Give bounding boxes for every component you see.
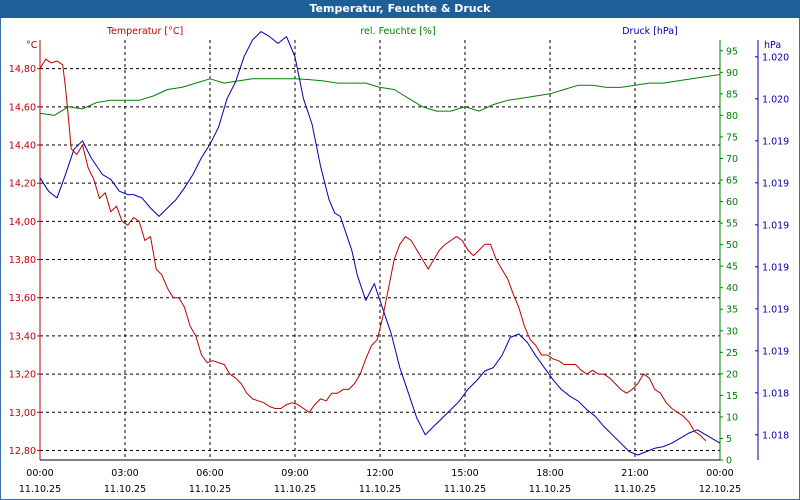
- date-tick-label: 11.10.25: [444, 484, 486, 495]
- humidity-tick-label: 75: [726, 132, 738, 143]
- pressure-tick-label: 1.019: [762, 178, 789, 189]
- temperature-tick-label: 14,80: [9, 64, 36, 75]
- humidity-tick-label: 0: [726, 456, 732, 467]
- temperature-tick-label: 13,60: [9, 293, 36, 304]
- pressure-tick-label: 1.020: [762, 52, 789, 63]
- date-tick-label: 11.10.25: [274, 484, 316, 495]
- humidity-tick-label: 80: [726, 111, 738, 122]
- temperature-unit-label: °C: [26, 40, 38, 51]
- humidity-tick-label: 90: [726, 68, 738, 79]
- time-tick-label: 00:00: [26, 468, 53, 479]
- chart-title: Temperatur, Feuchte & Druck: [0, 0, 800, 18]
- date-tick-label: 11.10.25: [189, 484, 231, 495]
- humidity-tick-label: 30: [726, 326, 738, 337]
- humidity-tick-label: 60: [726, 197, 738, 208]
- humidity-tick-labels: 0 5 10 15 20 25 30 35 40 45 50 55 60 65 70 75 80 85 90 95: [720, 46, 738, 467]
- temperature-series-label: Temperatur [°C]: [106, 26, 183, 37]
- humidity-tick-label: 45: [726, 262, 738, 273]
- humidity-tick-label: 50: [726, 240, 738, 251]
- humidity-tick-label: 25: [726, 348, 738, 359]
- time-tick-label: 03:00: [111, 468, 138, 479]
- humidity-tick-label: 35: [726, 305, 738, 316]
- pressure-tick-label: 1.019: [762, 136, 789, 147]
- pressure-tick-label: 1.019: [762, 346, 789, 357]
- time-tick-label: 06:00: [196, 468, 223, 479]
- date-tick-label: 11.10.25: [529, 484, 571, 495]
- temperature-tick-label: 13,00: [9, 408, 36, 419]
- temperature-tick-label: 13,20: [9, 370, 36, 381]
- pressure-series-label: Druck [hPa]: [622, 26, 678, 37]
- temperature-tick-label: 14,20: [9, 179, 36, 190]
- time-tick-label: 00:00: [706, 468, 733, 479]
- humidity-tick-label: 95: [726, 46, 738, 57]
- pressure-tick-label: 1.018: [762, 430, 789, 441]
- humidity-series-line: [39, 74, 721, 116]
- temperature-tick-labels: 12,80 13,00 13,20 13,40 13,60 13,80 14,00 14,20…: [9, 64, 40, 457]
- temperature-tick-label: 14,40: [9, 141, 36, 152]
- humidity-tick-label: 40: [726, 283, 738, 294]
- humidity-tick-label: 20: [726, 369, 738, 380]
- date-tick-label: 11.10.25: [19, 484, 61, 495]
- temperature-tick-label: 13,80: [9, 255, 36, 266]
- axes: [39, 40, 759, 461]
- temperature-tick-label: 14,60: [9, 102, 36, 113]
- pressure-unit-label: hPa: [764, 40, 781, 51]
- pressure-tick-label: 1.020: [762, 94, 789, 105]
- temperature-tick-label: 13,40: [9, 331, 36, 342]
- date-tick-label: 11.10.25: [104, 484, 146, 495]
- time-tick-label: 18:00: [536, 468, 563, 479]
- humidity-tick-label: 85: [726, 89, 738, 100]
- time-tick-label: 15:00: [451, 468, 478, 479]
- pressure-tick-label: 1.019: [762, 304, 789, 315]
- date-tick-label: 12.10.25: [699, 484, 741, 495]
- temperature-series-line: [39, 58, 707, 442]
- time-tick-label: 09:00: [281, 468, 308, 479]
- humidity-series-label: rel. Feuchte [%]: [360, 26, 435, 37]
- temperature-tick-label: 14,00: [9, 217, 36, 228]
- humidity-tick-label: 15: [726, 391, 738, 402]
- time-tick-label: 21:00: [621, 468, 648, 479]
- series: [39, 31, 721, 456]
- pressure-series-line: [39, 31, 721, 456]
- humidity-tick-label: 5: [726, 434, 732, 445]
- humidity-tick-label: 10: [726, 412, 738, 423]
- grid: [40, 40, 720, 460]
- pressure-tick-label: 1.019: [762, 220, 789, 231]
- pressure-tick-label: 1.018: [762, 388, 789, 399]
- date-tick-label: 11.10.25: [614, 484, 656, 495]
- humidity-tick-label: 55: [726, 219, 738, 230]
- temperature-tick-label: 12,80: [9, 446, 36, 457]
- date-tick-label: 11.10.25: [359, 484, 401, 495]
- pressure-tick-label: 1.019: [762, 262, 789, 273]
- humidity-tick-label: 70: [726, 154, 738, 165]
- time-tick-label: 12:00: [366, 468, 393, 479]
- humidity-tick-label: 65: [726, 176, 738, 187]
- pressure-tick-labels: 1.018 1.018 1.019 1.019 1.019 1.019 1.019 1.019…: [755, 52, 789, 441]
- time-tick-labels: 00:00 11.10.25 03:00 11.10.25 06:00 11.10.25 0…: [19, 468, 741, 495]
